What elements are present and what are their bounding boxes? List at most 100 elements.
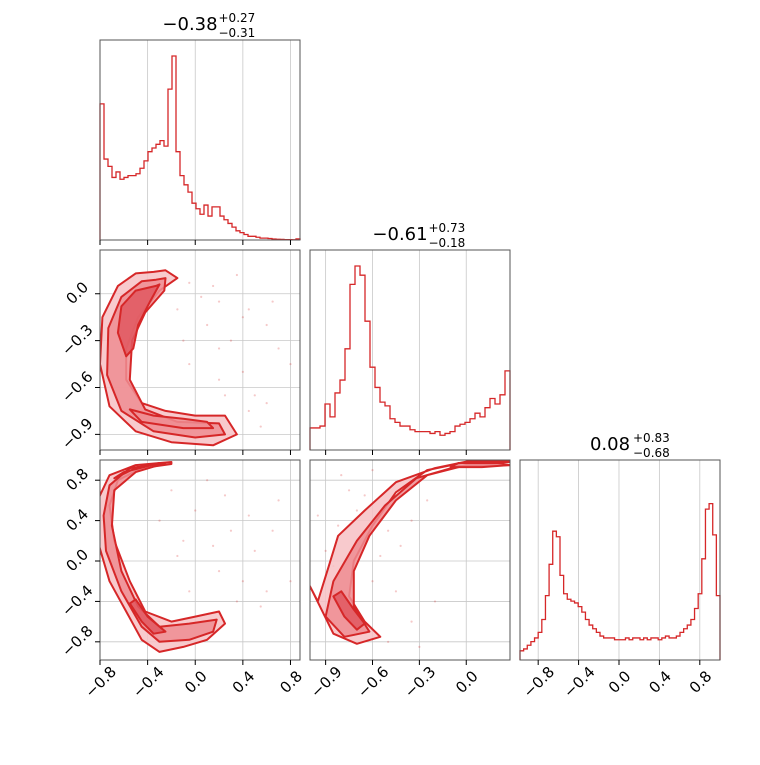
contour-level-2 — [324, 464, 510, 638]
scatter-point — [247, 409, 250, 413]
hist-frame — [309, 249, 511, 451]
scatter-point — [235, 273, 239, 277]
x-tick-label: 0.0 — [181, 667, 211, 697]
x-tick-label: 0.8 — [276, 667, 306, 697]
scatter-point — [235, 600, 239, 603]
scatter-point — [371, 580, 374, 583]
title-minus-error: −0.68 — [633, 446, 670, 460]
contour-level-2 — [102, 462, 218, 643]
scatter-point — [211, 284, 215, 288]
scatter-point — [433, 600, 437, 603]
scatter-point — [188, 362, 191, 366]
hist-panel-3: 0.08 +0.83−0.68 — [519, 431, 721, 665]
scatter-point — [426, 499, 429, 502]
hist-panel-2: −0.61 +0.73−0.18 — [309, 221, 511, 455]
x-tick-label: −0.8 — [520, 663, 558, 701]
pair-content — [310, 460, 510, 660]
scatter-point — [223, 494, 227, 497]
y-tick-label: −0.4 — [58, 581, 96, 619]
scatter-point — [259, 425, 262, 428]
title-median: 0.08 — [590, 434, 630, 455]
x-tick-label: −0.8 — [81, 663, 119, 701]
title-median: −0.61 — [372, 224, 427, 245]
y-tick-label: 0.4 — [62, 505, 92, 535]
scatter-point — [188, 590, 191, 593]
scatter-point — [241, 370, 244, 373]
pair-frame — [99, 459, 301, 661]
y-tick-label: 0.8 — [62, 465, 92, 495]
scatter-point — [176, 308, 179, 311]
scatter-point — [182, 339, 185, 342]
pair-panel-2: −0.8−0.4 0.0 0.4 0.8 — [58, 459, 301, 665]
scatter-point — [265, 590, 268, 593]
x-tick-label: −0.6 — [354, 663, 392, 701]
scatter-point — [277, 499, 280, 502]
y-tick-label: 0.0 — [62, 546, 92, 576]
title-minus-error: −0.18 — [429, 236, 466, 250]
hist-step-line — [99, 55, 301, 241]
scatter-point — [265, 323, 268, 327]
x-tick-label: 0.4 — [229, 667, 259, 697]
scatter-point — [247, 514, 250, 517]
hist-step-line — [309, 265, 511, 450]
pair-panel-1: −0.9 −0.6 −0.3 0.0 — [58, 249, 301, 455]
scatter-point — [340, 474, 343, 477]
scatter-point — [229, 529, 233, 532]
x-tick-label: −0.9 — [307, 663, 345, 701]
contour-level-3 — [116, 283, 161, 358]
scatter-point — [271, 300, 274, 303]
title-plus-error: +0.83 — [633, 431, 670, 445]
contour-level-3 — [128, 598, 167, 635]
x-tick-label: −0.4 — [129, 663, 167, 701]
scatter-point — [410, 620, 413, 623]
pair-frame — [309, 459, 511, 661]
scatter-point — [194, 509, 197, 512]
y-tick-label: −0.3 — [58, 321, 96, 359]
scatter-point — [379, 554, 382, 558]
x-tick-label: −0.3 — [401, 663, 439, 701]
scatter-point — [418, 645, 421, 648]
scatter-point — [188, 281, 191, 284]
scatter-point — [206, 479, 209, 482]
scatter-point — [176, 554, 179, 558]
title-minus-error: −0.31 — [219, 26, 256, 40]
scatter-point — [289, 362, 292, 366]
scatter-point — [337, 524, 340, 527]
scatter-point — [206, 323, 209, 327]
scatter-point — [410, 519, 413, 522]
hist-frame — [519, 459, 721, 661]
scatter-point — [253, 549, 256, 553]
scatter-point — [394, 590, 398, 593]
scatter-point — [363, 494, 366, 497]
scatter-point — [229, 339, 233, 342]
pair-content — [100, 250, 300, 450]
scatter-point — [277, 347, 280, 350]
scatter-point — [217, 347, 221, 350]
scatter-point — [247, 308, 250, 311]
scatter-point — [324, 549, 327, 553]
scatter-point — [241, 316, 244, 319]
scatter-point — [241, 580, 244, 583]
hist-panel-1: −0.38 +0.27−0.31 — [99, 11, 301, 245]
scatter-point — [223, 394, 227, 397]
scatter-point — [371, 469, 374, 472]
pair-panel-3 — [309, 459, 511, 665]
scatter-point — [217, 378, 221, 381]
y-tick-label: 0.0 — [62, 278, 92, 308]
scatter-point — [211, 544, 215, 547]
scatter-point — [217, 570, 221, 573]
hist-step-line — [519, 502, 721, 660]
x-tick-label: 0.0 — [605, 667, 635, 697]
scatter-point — [200, 295, 203, 298]
title-median: −0.38 — [162, 14, 217, 35]
contour-level-4 — [449, 462, 510, 469]
scatter-point — [217, 300, 221, 303]
x-tick-label: 0.0 — [452, 667, 482, 697]
hist-frame — [99, 39, 301, 241]
scatter-point — [399, 544, 402, 547]
scatter-point — [253, 394, 256, 397]
x-tick-label: 0.8 — [686, 667, 716, 697]
scatter-point — [182, 539, 185, 542]
